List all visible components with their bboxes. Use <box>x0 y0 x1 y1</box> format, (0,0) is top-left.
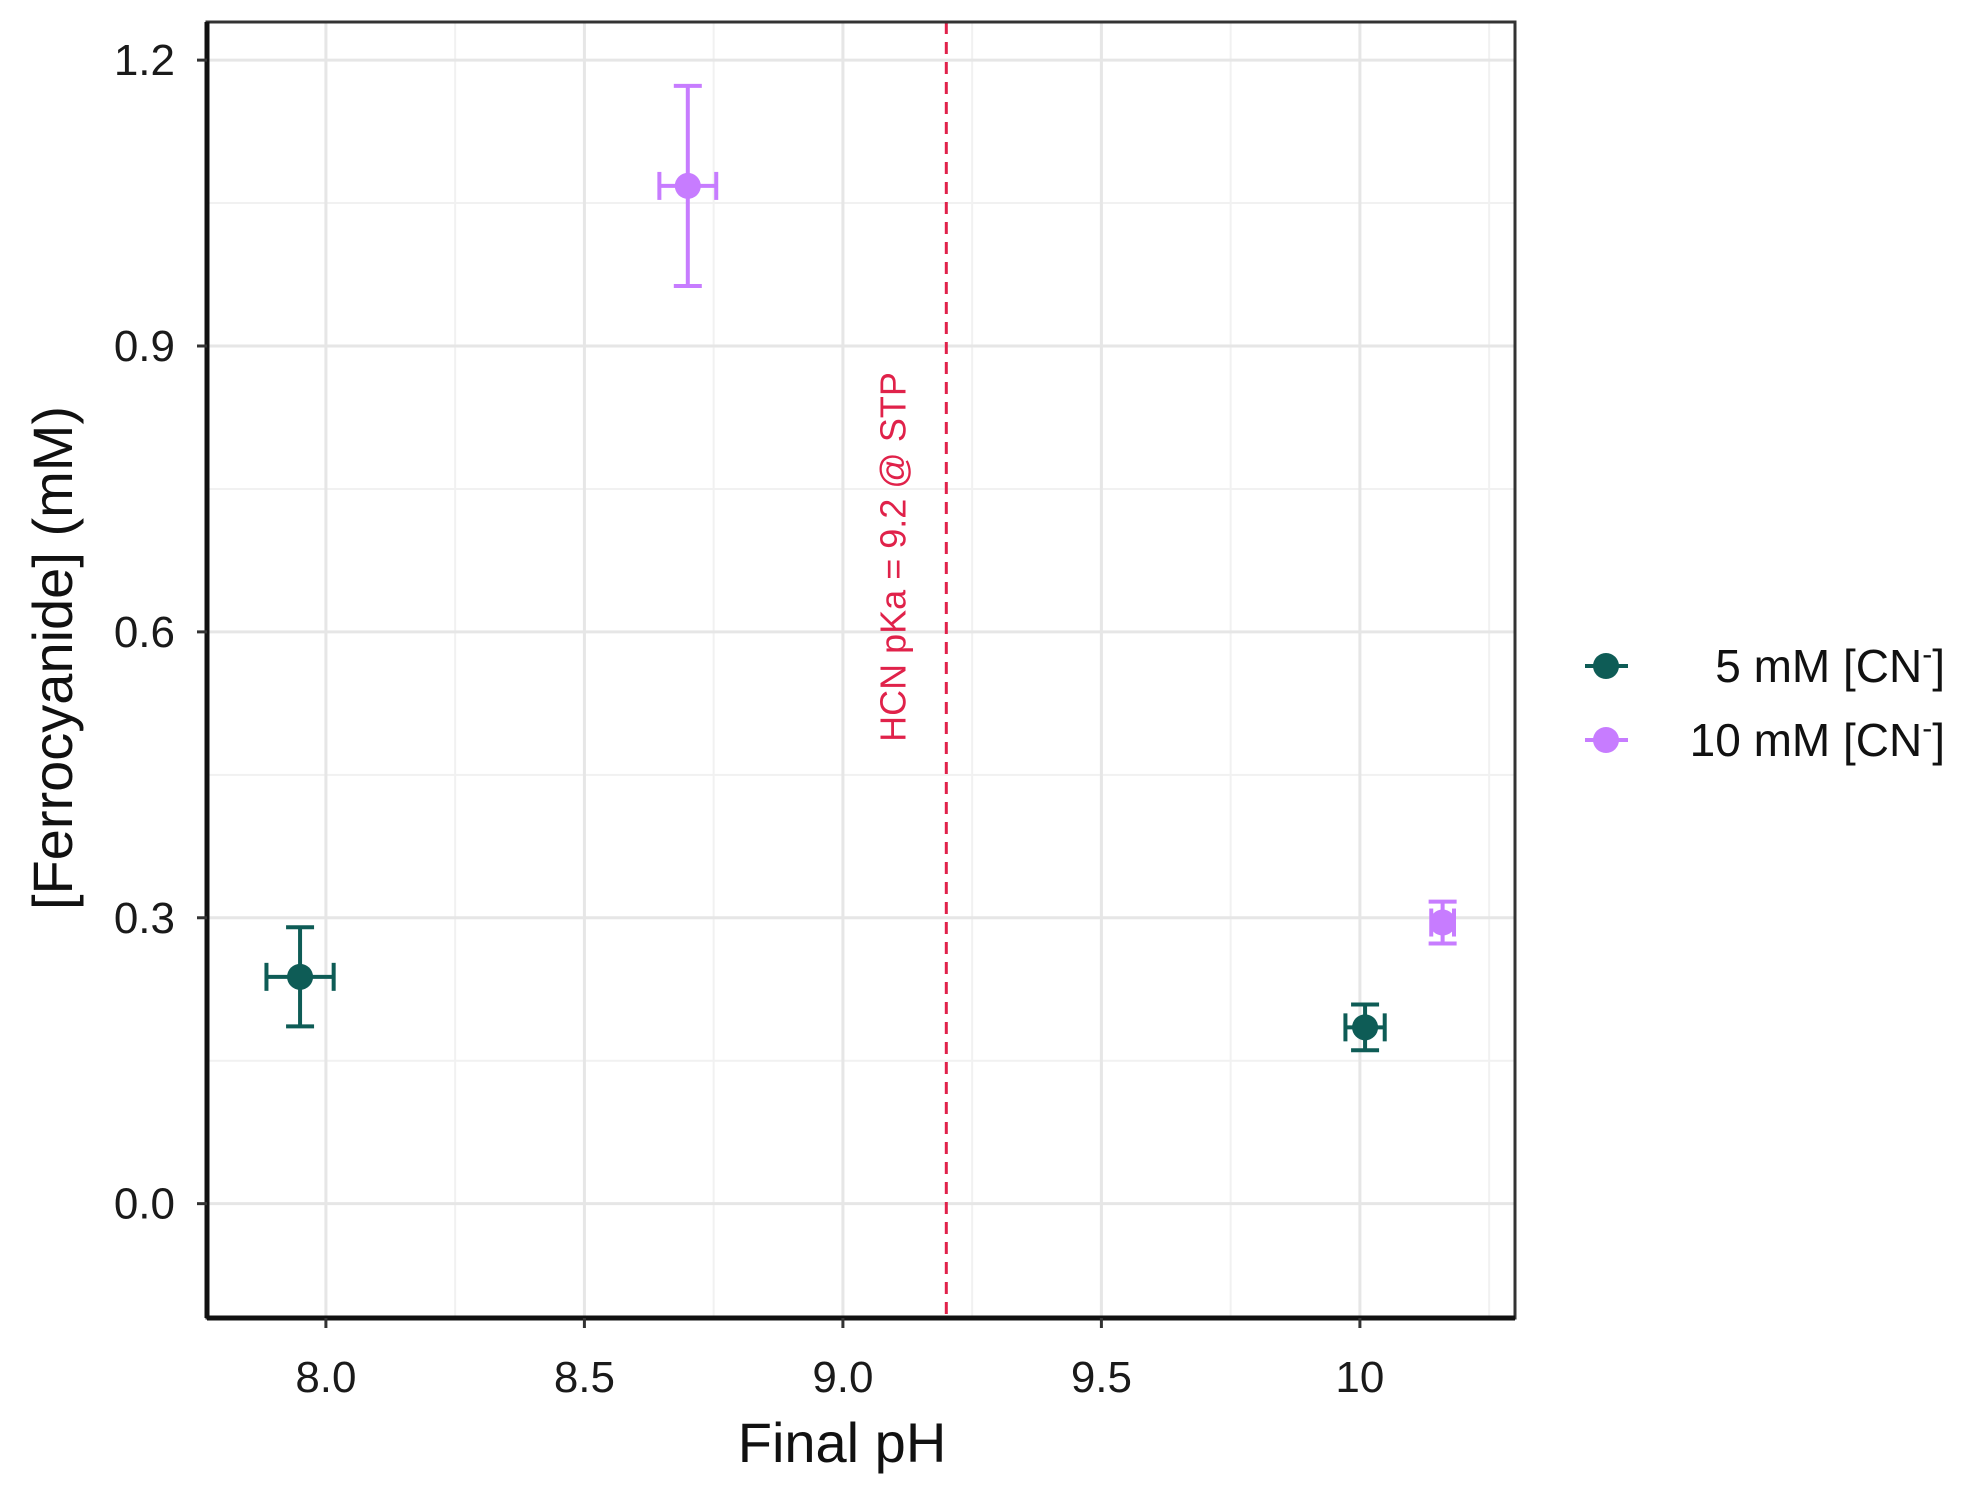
legend-label-main: 5 mM [CN <box>1715 640 1922 692</box>
legend-item: 5 mM [CN-] <box>1585 638 1945 692</box>
y-tick-label: 0.0 <box>114 1180 175 1229</box>
x-tick-label: 9.5 <box>1071 1353 1132 1402</box>
x-tick-label: 8.5 <box>554 1353 615 1402</box>
x-tick-label: 8.0 <box>295 1353 356 1402</box>
annotations: HCN pKa = 9.2 @ STP <box>872 22 948 1318</box>
legend-label-suffix: ] <box>1932 714 1945 766</box>
data-point-group <box>264 925 336 1029</box>
pka-reference-label: HCN pKa = 9.2 @ STP <box>872 372 913 742</box>
legend-label-suffix: ] <box>1932 640 1945 692</box>
data-points <box>264 83 1457 1053</box>
data-point <box>674 172 701 199</box>
legend-key-marker <box>1593 727 1619 753</box>
x-axis-title: Final pH <box>738 1411 947 1474</box>
tick-labels: 8.0 8.5 9.0 9.5 10 0.0 0.3 0.6 0.9 1.2 <box>114 36 1385 1402</box>
legend-label-main: 10 mM [CN <box>1690 714 1923 766</box>
legend-label: 5 mM [CN-] <box>1715 638 1945 692</box>
legend-item: 10 mM [CN-] <box>1585 712 1945 766</box>
data-point <box>1429 909 1456 936</box>
x-tick-label: 10 <box>1335 1353 1384 1402</box>
legend: 5 mM [CN-]10 mM [CN-] <box>1585 638 1945 766</box>
y-tick-label: 1.2 <box>114 36 175 85</box>
data-point-group <box>657 83 719 288</box>
x-tick-label: 9.0 <box>812 1353 873 1402</box>
y-tick-label: 0.6 <box>114 608 175 657</box>
y-tick-label: 0.3 <box>114 894 175 943</box>
y-tick-label: 0.9 <box>114 322 175 371</box>
data-point-group <box>1428 899 1457 946</box>
grid-lines <box>207 22 1515 1318</box>
legend-label: 10 mM [CN-] <box>1690 712 1945 766</box>
legend-label-superscript: - <box>1922 638 1932 671</box>
data-point <box>1352 1014 1379 1041</box>
legend-key-marker <box>1593 653 1619 679</box>
data-point <box>287 963 314 990</box>
y-axis-title: [Ferrocyanide] (mM) <box>21 406 84 910</box>
legend-label-superscript: - <box>1922 712 1932 745</box>
axes <box>204 20 1517 1321</box>
data-point-group <box>1343 1002 1387 1053</box>
